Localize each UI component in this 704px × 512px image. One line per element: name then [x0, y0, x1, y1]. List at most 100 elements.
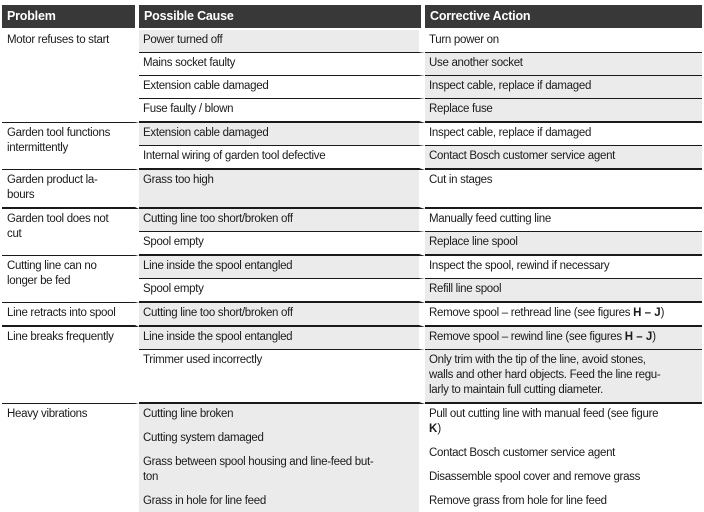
- text-line: Inspect the spool, rewind if necessary: [429, 260, 610, 272]
- cell-paragraph: Disassemble spool cover and remove grass: [429, 470, 700, 485]
- cell-paragraph: Line inside the spool entangled: [143, 259, 417, 274]
- cell-paragraph: Turn power on: [429, 33, 700, 48]
- text-line: Cutting system damaged: [143, 432, 264, 444]
- text-line: Replace fuse: [429, 103, 493, 115]
- cell-paragraph: Contact Bosch customer service agent: [429, 446, 700, 461]
- cause-cell: Spool empty: [139, 232, 425, 256]
- cell-paragraph: Garden tool does not cut: [7, 212, 133, 242]
- figure-reference: H – J: [624, 331, 653, 343]
- cell-paragraph: Refill line spool: [429, 282, 700, 297]
- text-line: Line inside the spool entangled: [143, 331, 293, 343]
- action-cell: Pull out cutting line with manual feed (…: [425, 404, 702, 512]
- text-line: Grass in hole for line feed: [143, 495, 266, 507]
- cell-paragraph: Spool empty: [143, 235, 417, 250]
- table-row: Mains socket faulty Use another socket: [2, 53, 702, 76]
- action-cell: Replace line spool: [425, 232, 702, 256]
- text-line: Garden product la-: [7, 174, 98, 186]
- cell-paragraph: Garden tool functions intermittently: [7, 126, 133, 156]
- table-row: Garden tool does not cut Cutting line too …: [2, 209, 702, 256]
- cell-paragraph: Manually feed cutting line: [429, 212, 700, 227]
- cell-paragraph: Garden product la-bours: [7, 173, 133, 203]
- text-line: Trimmer used incorrectly: [143, 354, 262, 366]
- text-line: Inspect cable, replace if damaged: [429, 127, 592, 139]
- cell-paragraph: Extension cable damaged: [143, 79, 417, 94]
- cell-paragraph: Inspect cable, replace if damaged: [429, 126, 700, 141]
- text-line: Inspect cable, replace if damaged: [429, 80, 592, 92]
- cell-paragraph: Use another socket: [429, 56, 700, 71]
- text-line: Remove spool – rewind line (see figures …: [429, 331, 656, 343]
- cell-paragraph: Cut in stages: [429, 173, 700, 188]
- text-line: walls and other hard objects. Feed the l…: [429, 369, 661, 381]
- text-line: Cut in stages: [429, 174, 493, 186]
- cause-cell: Line inside the spool entangled: [139, 256, 425, 279]
- cell-paragraph: Line retracts into spool: [7, 306, 133, 321]
- action-cell: Remove spool – rewind line (see figures …: [425, 327, 702, 350]
- cell-paragraph: Cutting line too short/broken off: [143, 306, 417, 321]
- problem-cell: Line breaks frequently: [2, 327, 139, 404]
- text-line: Remove grass from hole for line feed: [429, 495, 607, 507]
- cell-paragraph: Mains socket faulty: [143, 56, 417, 71]
- table-row: Fuse faulty / blown Replace fuse: [2, 99, 702, 123]
- text-line: longer be fed: [7, 275, 71, 287]
- cell-paragraph: Contact Bosch customer service agent: [429, 149, 700, 164]
- cell-paragraph: Extension cable damaged: [143, 126, 417, 141]
- text-line: Power turned off: [143, 34, 223, 46]
- cause-cell: Cutting line too short/broken off: [139, 209, 425, 232]
- text-line: Use another socket: [429, 57, 523, 69]
- cell-paragraph: Trimmer used incorrectly: [143, 353, 417, 368]
- problem-cell: Garden tool does not cut: [2, 209, 139, 256]
- cell-paragraph: Motor refuses to start: [7, 33, 133, 48]
- text-line: Cutting line broken: [143, 408, 234, 420]
- cause-cell: Grass too high: [139, 170, 425, 209]
- cell-paragraph: Replace line spool: [429, 235, 700, 250]
- text-line: Line inside the spool entangled: [143, 260, 293, 272]
- cause-cell: Fuse faulty / blown: [139, 99, 425, 123]
- text-line: Cutting line too short/broken off: [143, 307, 293, 319]
- cell-paragraph: Grass in hole for line feed: [143, 494, 417, 509]
- column-header-corrective-action: Corrective Action: [425, 5, 702, 30]
- table-row: Line breaks frequently Line inside the sp…: [2, 327, 702, 404]
- action-cell: Inspect cable, replace if damaged: [425, 123, 702, 146]
- cell-paragraph: Fuse faulty / blown: [143, 102, 417, 117]
- cause-cell: Line inside the spool entangled: [139, 327, 425, 350]
- cell-paragraph: Remove grass from hole for line feed: [429, 494, 700, 509]
- text-line: Garden tool does not: [7, 213, 109, 225]
- text-line: Mains socket faulty: [143, 57, 236, 69]
- table-row: Cutting line can no longer be fed Line ins…: [2, 256, 702, 303]
- action-cell: Inspect the spool, rewind if necessary: [425, 256, 702, 279]
- text-line: Extension cable damaged: [143, 80, 269, 92]
- text-line: Extension cable damaged: [143, 127, 269, 139]
- cell-paragraph: Line inside the spool entangled: [143, 330, 417, 345]
- action-cell: Use another socket: [425, 53, 702, 76]
- cell-paragraph: Power turned off: [143, 33, 417, 48]
- cell-paragraph: Inspect the spool, rewind if necessary: [429, 259, 700, 274]
- text-line: Cutting line can no: [7, 260, 97, 272]
- cause-cell: Internal wiring of garden tool defective: [139, 146, 425, 170]
- column-header-problem: Problem: [2, 5, 139, 30]
- text-line: Refill line spool: [429, 283, 502, 295]
- figure-reference: H – J: [633, 307, 661, 319]
- action-cell: Manually feed cutting line: [425, 209, 702, 232]
- text-line: Grass too high: [143, 174, 214, 186]
- action-cell: Contact Bosch customer service agent: [425, 146, 702, 170]
- text-line: intermittently: [7, 142, 68, 154]
- text-line: Internal wiring of garden tool defective: [143, 150, 326, 162]
- troubleshooting-table: Problem Possible Cause Corrective Action…: [2, 5, 702, 512]
- cause-cell: Trimmer used incorrectly: [139, 350, 425, 404]
- cell-paragraph: Cutting line too short/broken off: [143, 212, 417, 227]
- text-line: Pull out cutting line with manual feed (…: [429, 408, 659, 420]
- text-line: Only trim with the tip of the line, avoi…: [429, 354, 646, 366]
- cause-cell: Cutting line too short/broken off: [139, 303, 425, 327]
- table-row: Internal wiring of garden tool defective…: [2, 146, 702, 170]
- cell-paragraph: Inspect cable, replace if damaged: [429, 79, 700, 94]
- cell-paragraph: Line breaks frequently: [7, 330, 133, 345]
- table-row: Spool empty Refill line spool: [2, 279, 702, 303]
- cell-paragraph: Remove spool – rewind line (see figures …: [429, 330, 700, 345]
- cause-cell: Extension cable damaged: [139, 76, 425, 99]
- cell-paragraph: Heavy vibrations: [7, 407, 133, 422]
- header-row: Problem Possible Cause Corrective Action: [2, 5, 702, 30]
- table-header: Problem Possible Cause Corrective Action: [2, 5, 702, 30]
- text-line: Fuse faulty / blown: [143, 103, 234, 115]
- problem-cell: Motor refuses to start: [2, 30, 139, 123]
- action-cell: Inspect cable, replace if damaged: [425, 76, 702, 99]
